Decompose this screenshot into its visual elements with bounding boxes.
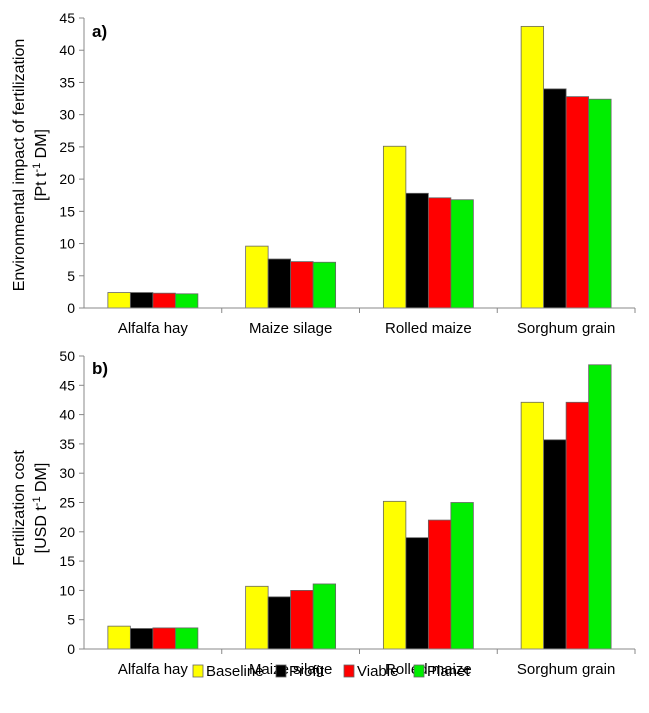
legend-swatch-viable [343,664,355,678]
panel-label-a: a) [92,22,107,41]
x-category-label: Alfalfa hay [118,320,189,337]
legend: Baseline Profit Viable Planet [192,663,470,680]
bar-profit [405,192,429,309]
y-tick-label: 20 [59,524,75,540]
y-tick-label: 30 [59,465,75,481]
bar-profit [267,596,292,650]
bar-planet [312,261,337,309]
bar-baseline [520,25,545,309]
x-category-label: Alfalfa hay [118,661,189,678]
y-axis-label-a-line2: [Pt t-1 DM] [31,129,50,201]
bar-planet [450,199,474,309]
legend-label-profit: Profit [289,663,325,680]
y-tick-label: 35 [59,436,75,452]
bar-viable [427,197,452,309]
bar-profit [543,88,567,309]
bar-profit [405,537,429,650]
x-category-label: Rolled maize [385,661,472,678]
x-category-label: Maize silage [249,320,332,337]
legend-label-planet: Planet [427,663,470,680]
y-tick-label: 50 [59,348,75,364]
y-ticks-b: 0 5 10 15 20 25 30 35 40 45 50 [59,348,84,657]
y-tick-label: 5 [67,612,75,628]
bars-b [107,364,612,650]
x-category-label: Sorghum grain [517,661,615,678]
bar-viable [290,590,314,650]
y-tick-label: 45 [59,377,75,393]
bar-profit [267,258,292,309]
x-category-label: Rolled maize [385,320,472,337]
panel-label-b: b) [92,359,108,378]
y-axis-label-b-line1: Fertilization cost [11,450,28,566]
bar-planet [174,627,199,650]
bar-profit [129,628,154,650]
bar-viable [290,261,314,309]
y-tick-label: 0 [67,300,75,316]
bar-profit [129,292,154,309]
y-axis-label-b-line2: [USD t-1 DM] [31,463,50,554]
legend-label-viable: Viable [357,663,398,680]
bar-profit [543,439,567,650]
y-ticks-a: 0 5 10 15 20 25 30 35 40 45 [59,10,84,316]
y-tick-label: 20 [59,171,75,187]
bar-baseline [382,145,407,309]
legend-label-baseline: Baseline [206,663,264,680]
chart-panel-b: b) Fertilization cost [USD t-1 DM] 0 5 10 1… [11,348,636,678]
bar-baseline [245,245,269,309]
bar-planet [588,98,612,309]
bar-viable [152,627,176,650]
y-tick-label: 40 [59,42,75,58]
y-tick-label: 40 [59,407,75,423]
bar-baseline [520,401,545,650]
y-tick-label: 45 [59,10,75,26]
chart-panel-a: a) Environmental impact of fertilization… [11,10,636,337]
x-category-label: Sorghum grain [517,320,615,337]
y-axis-label-a-line1: Environmental impact of fertilization [11,39,28,292]
x-categories-a: Alfalfa hay Maize silage Rolled maize Sorgh… [118,308,636,337]
bar-planet [588,364,612,650]
bar-baseline [107,292,131,309]
bar-viable [565,96,590,309]
x-category-label: Maize silage [249,661,332,678]
bar-baseline [382,500,407,650]
bar-planet [312,583,337,650]
y-tick-label: 35 [59,74,75,90]
legend-swatch-baseline [192,664,204,678]
y-tick-label: 15 [59,203,75,219]
y-tick-label: 10 [59,236,75,252]
legend-swatch-profit [275,664,287,678]
bar-viable [152,292,176,309]
y-tick-label: 30 [59,107,75,123]
y-tick-label: 25 [59,139,75,155]
y-tick-label: 10 [59,582,75,598]
legend-swatch-planet [413,664,425,678]
x-categories-b: Alfalfa hay Maize silage Rolled maize Sorgh… [118,649,636,678]
y-tick-label: 25 [59,495,75,511]
bar-planet [174,293,199,309]
bar-viable [427,519,452,650]
bar-baseline [245,585,269,650]
bar-viable [565,401,590,650]
bar-baseline [107,625,131,650]
y-tick-label: 15 [59,553,75,569]
y-tick-label: 0 [67,641,75,657]
y-tick-label: 5 [67,268,75,284]
bar-planet [450,502,474,650]
bars-a [107,25,612,309]
